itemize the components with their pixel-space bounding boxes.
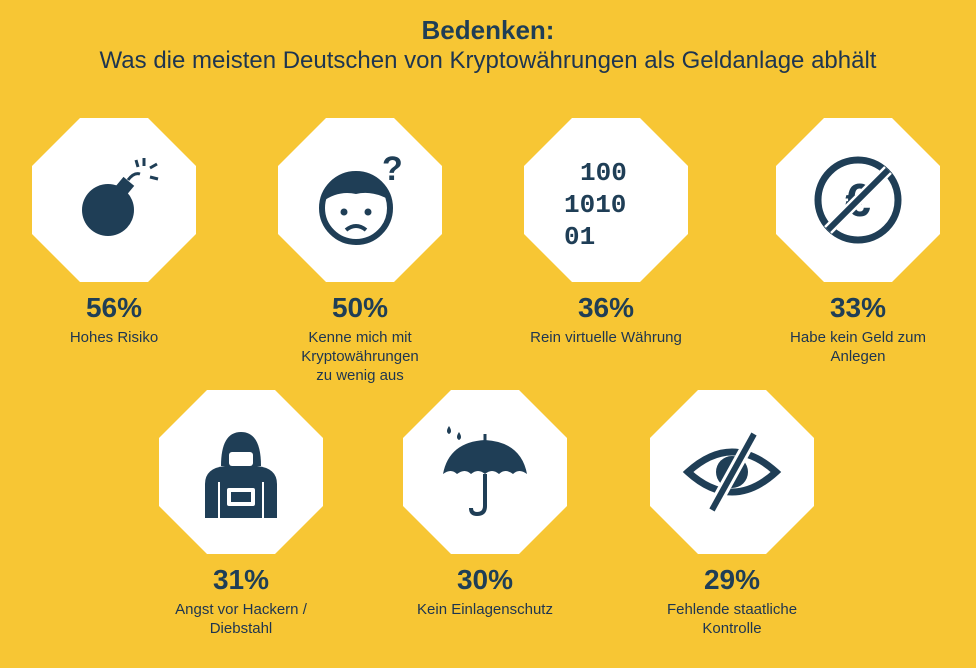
eye-crossed-icon — [682, 431, 782, 513]
percentage-value: 33% — [829, 292, 887, 323]
octagon-badge — [32, 118, 196, 282]
page-title: Bedenken: — [421, 15, 555, 45]
stat-label: Kein Einlagenschutz — [385, 600, 585, 619]
header: Bedenken: Was die meisten Deutschen von … — [0, 14, 976, 76]
confused-face-icon: ? — [319, 150, 403, 245]
binary-code-icon: 100 1010 01 — [564, 158, 627, 250]
stat-label: Kenne mich mit Kryptowährungen zu wenig … — [260, 328, 460, 385]
label-line: Hohes Risiko — [69, 329, 159, 346]
stat-label: Hohes Risiko — [14, 328, 214, 347]
label-line: Kontrolle — [702, 620, 762, 637]
umbrella-rain-icon — [443, 426, 527, 517]
label-line: Kenne mich mit — [308, 329, 412, 346]
label-line: Fehlende staatliche — [666, 601, 798, 618]
page-subtitle: Was die meisten Deutschen von Kryptowähr… — [99, 47, 877, 74]
percentage-value: 50% — [331, 292, 389, 323]
label-line: Habe kein Geld zum — [790, 329, 926, 346]
percentage-value: 36% — [577, 292, 635, 323]
octagon-badge: 100 1010 01 — [524, 118, 688, 282]
stat-label: Rein virtuelle Währung — [506, 328, 706, 347]
octagon-badge — [403, 390, 567, 554]
percentage-value: 31% — [212, 564, 270, 595]
octagon-badge — [159, 390, 323, 554]
binary-line-1: 100 — [580, 158, 627, 188]
percentage-value: 29% — [703, 564, 761, 595]
label-line: Rein virtuelle Währung — [530, 329, 682, 346]
stat-label: Habe kein Geld zum Anlegen — [758, 328, 958, 366]
label-line: Anlegen — [830, 348, 886, 365]
label-line: Kein Einlagenschutz — [417, 601, 553, 618]
question-mark-text: ? — [382, 150, 403, 188]
label-line: zu wenig aus — [316, 367, 404, 384]
percentage-value: 30% — [456, 564, 514, 595]
stat-label: Fehlende staatliche Kontrolle — [632, 600, 832, 638]
stat-label: Angst vor Hackern / Diebstahl — [141, 600, 341, 638]
octagon-badge — [650, 390, 814, 554]
binary-line-2: 1010 — [564, 190, 626, 220]
hooded-hacker-icon — [205, 432, 277, 518]
octagon-badge: € — [776, 118, 940, 282]
octagon-badge: ? — [278, 118, 442, 282]
binary-line-3: 01 — [564, 222, 595, 250]
no-euro-icon: € — [814, 156, 902, 244]
label-line: Kryptowährungen — [301, 348, 419, 365]
label-line: Diebstahl — [209, 620, 273, 637]
label-line: Angst vor Hackern / — [175, 601, 307, 618]
bomb-icon — [82, 158, 159, 236]
percentage-value: 56% — [85, 292, 143, 323]
